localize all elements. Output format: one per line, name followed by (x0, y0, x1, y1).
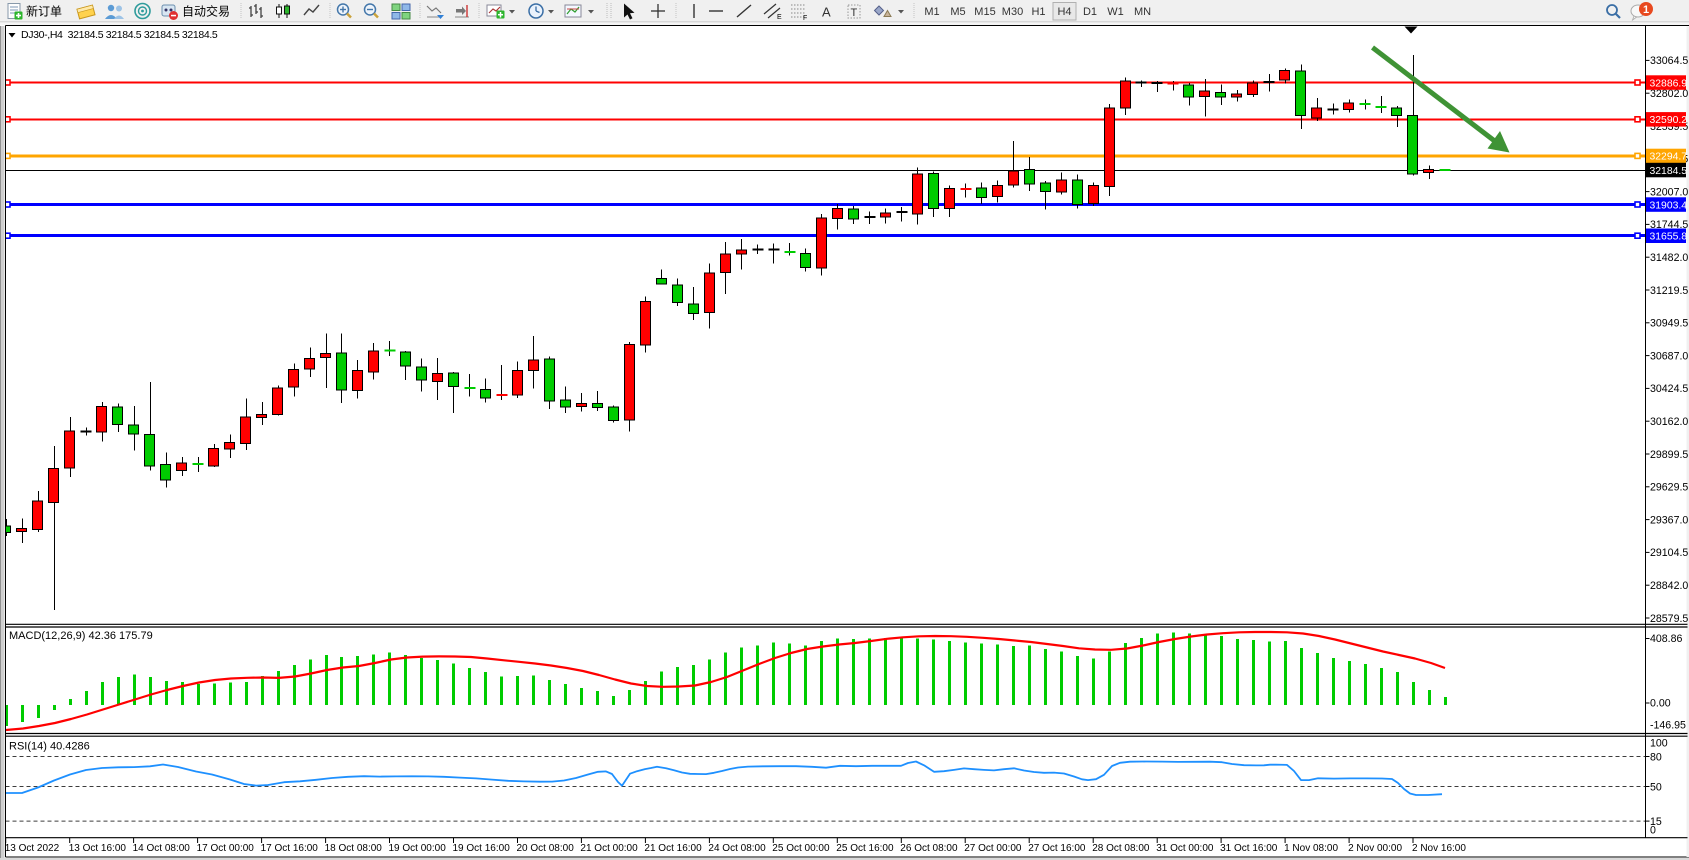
svg-text:31744.5: 31744.5 (1650, 219, 1688, 231)
svg-text:1 Nov 08:00: 1 Nov 08:00 (1284, 843, 1338, 854)
svg-text:30424.5: 30424.5 (1650, 383, 1688, 395)
svg-text:0.00: 0.00 (1650, 698, 1671, 710)
svg-text:13 Oct 2022: 13 Oct 2022 (5, 843, 60, 854)
svg-text:H4: H4 (1057, 6, 1071, 18)
svg-text:80: 80 (1650, 751, 1662, 763)
svg-text:新订单: 新订单 (26, 4, 62, 19)
svg-text:15: 15 (1650, 816, 1662, 828)
svg-text:M5: M5 (950, 6, 965, 18)
svg-text:32294.7: 32294.7 (1650, 152, 1688, 163)
svg-text:29629.5: 29629.5 (1650, 482, 1688, 494)
svg-text:29367.0: 29367.0 (1650, 514, 1688, 526)
svg-text:14 Oct 08:00: 14 Oct 08:00 (133, 843, 191, 854)
svg-text:MACD(12,26,9) 42.36 175.79: MACD(12,26,9) 42.36 175.79 (9, 630, 153, 642)
svg-text:RSI(14) 40.4286: RSI(14) 40.4286 (9, 741, 90, 753)
svg-text:0: 0 (1650, 824, 1656, 836)
svg-text:W1: W1 (1107, 6, 1124, 18)
svg-text:19 Oct 16:00: 19 Oct 16:00 (453, 843, 511, 854)
svg-text:32184.5: 32184.5 (1650, 166, 1688, 177)
svg-text:2 Nov 16:00: 2 Nov 16:00 (1412, 843, 1466, 854)
svg-text:31 Oct 16:00: 31 Oct 16:00 (1220, 843, 1278, 854)
svg-text:28 Oct 08:00: 28 Oct 08:00 (1092, 843, 1150, 854)
svg-text:100: 100 (1650, 738, 1668, 750)
svg-text:29899.5: 29899.5 (1650, 449, 1688, 461)
svg-text:DJ30-,H4 32184.5 32184.5 3218: DJ30-,H4 32184.5 32184.5 32184.5 32184.5 (21, 29, 218, 41)
svg-text:32590.2: 32590.2 (1650, 115, 1688, 126)
svg-text:-146.95: -146.95 (1650, 720, 1686, 732)
svg-text:13 Oct 16:00: 13 Oct 16:00 (69, 843, 127, 854)
svg-text:25 Oct 00:00: 25 Oct 00:00 (772, 843, 830, 854)
svg-text:32802.0: 32802.0 (1650, 88, 1688, 100)
svg-text:25 Oct 16:00: 25 Oct 16:00 (836, 843, 894, 854)
svg-text:31903.4: 31903.4 (1650, 200, 1688, 211)
svg-text:408.86: 408.86 (1650, 633, 1683, 645)
svg-text:T: T (851, 7, 858, 19)
svg-text:M15: M15 (974, 6, 995, 18)
svg-text:20 Oct 08:00: 20 Oct 08:00 (517, 843, 575, 854)
svg-text:30687.0: 30687.0 (1650, 350, 1688, 362)
svg-text:32886.9: 32886.9 (1650, 78, 1688, 89)
svg-text:E: E (777, 14, 782, 21)
svg-text:M30: M30 (1002, 6, 1023, 18)
svg-text:H1: H1 (1031, 6, 1045, 18)
svg-text:21 Oct 16:00: 21 Oct 16:00 (644, 843, 702, 854)
svg-text:28579.5: 28579.5 (1650, 613, 1688, 625)
svg-text:2 Nov 00:00: 2 Nov 00:00 (1348, 843, 1402, 854)
svg-text:30949.5: 30949.5 (1650, 318, 1688, 330)
svg-text:50: 50 (1650, 781, 1662, 793)
svg-text:26 Oct 08:00: 26 Oct 08:00 (900, 843, 958, 854)
svg-text:31482.0: 31482.0 (1650, 252, 1688, 264)
svg-text:F: F (803, 15, 807, 22)
svg-text:D1: D1 (1083, 6, 1097, 18)
svg-text:17 Oct 16:00: 17 Oct 16:00 (261, 843, 319, 854)
svg-text:30162.0: 30162.0 (1650, 416, 1688, 428)
svg-text:33064.5: 33064.5 (1650, 55, 1688, 67)
svg-text:31655.8: 31655.8 (1650, 232, 1688, 243)
svg-text:28842.0: 28842.0 (1650, 580, 1688, 592)
svg-text:19 Oct 00:00: 19 Oct 00:00 (389, 843, 447, 854)
svg-text:32007.0: 32007.0 (1650, 186, 1688, 198)
svg-text:M1: M1 (924, 6, 939, 18)
svg-text:17 Oct 00:00: 17 Oct 00:00 (197, 843, 255, 854)
svg-text:27 Oct 00:00: 27 Oct 00:00 (964, 843, 1022, 854)
svg-text:18 Oct 08:00: 18 Oct 08:00 (325, 843, 383, 854)
svg-text:24 Oct 08:00: 24 Oct 08:00 (708, 843, 766, 854)
svg-text:31 Oct 00:00: 31 Oct 00:00 (1156, 843, 1214, 854)
svg-text:21 Oct 00:00: 21 Oct 00:00 (580, 843, 638, 854)
svg-text:29104.5: 29104.5 (1650, 547, 1688, 559)
svg-text:31219.5: 31219.5 (1650, 285, 1688, 297)
svg-text:A: A (822, 5, 831, 20)
svg-text:27 Oct 16:00: 27 Oct 16:00 (1028, 843, 1086, 854)
svg-text:1: 1 (1643, 4, 1649, 16)
svg-text:自动交易: 自动交易 (182, 4, 230, 19)
svg-text:MN: MN (1134, 6, 1151, 18)
